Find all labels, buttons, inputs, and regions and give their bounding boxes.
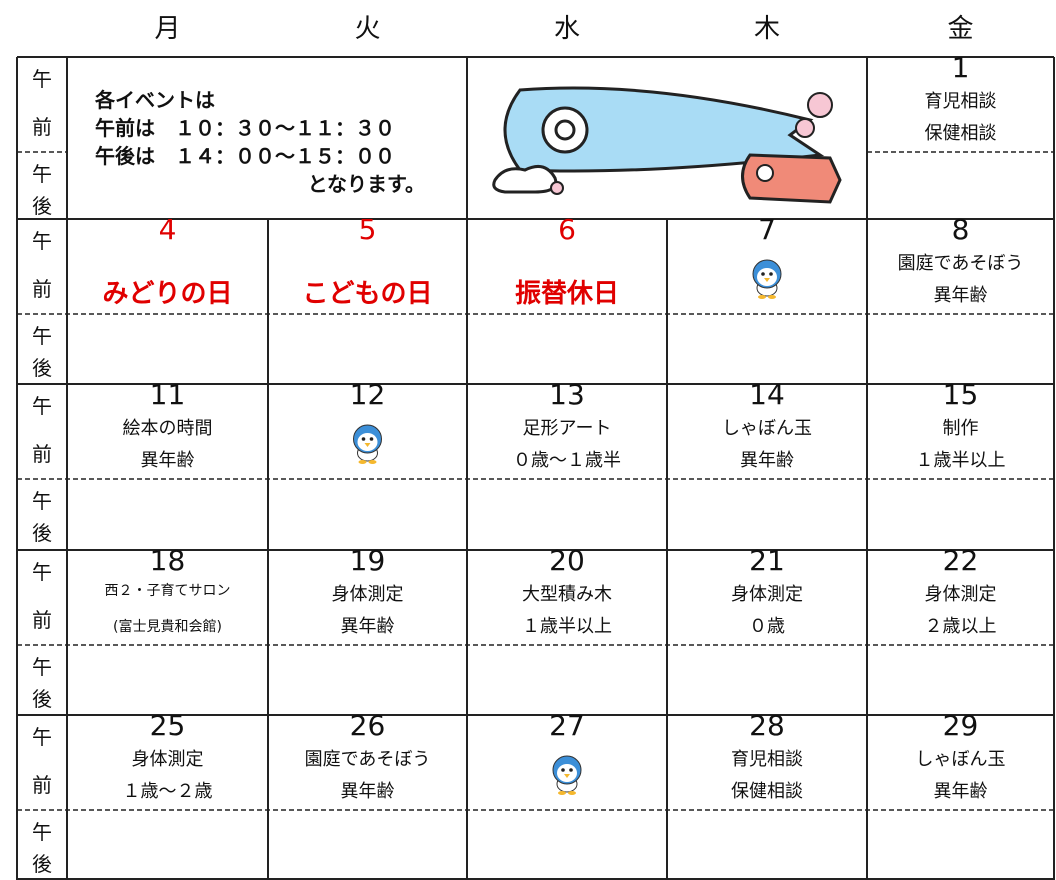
note-line: 午前は １０：３０～１１：３０ <box>95 116 395 140</box>
event-line: (富士見貴和会館) <box>113 619 222 635</box>
holiday-name: 振替休日 <box>514 279 619 309</box>
day-number: 15 <box>942 378 979 411</box>
event-line: しゃぼん玉 <box>915 749 1006 770</box>
note-line: 各イベントは <box>95 88 215 112</box>
day-number: 1 <box>951 51 970 84</box>
event-line: 異年齢 <box>140 450 195 471</box>
am-label: 前 <box>32 773 52 797</box>
event-line: 制作 <box>942 418 979 439</box>
event-line: １歳半以上 <box>915 450 1006 471</box>
event-line: 大型積み木 <box>522 584 612 605</box>
event-line: 絵本の時間 <box>122 418 213 439</box>
day-number: 22 <box>942 544 979 577</box>
event-line: 育児相談 <box>924 91 997 112</box>
event-line: 身体測定 <box>924 584 997 605</box>
event-line: 保健相談 <box>731 781 803 802</box>
holiday-name: こどもの日 <box>302 279 433 309</box>
pm-label: 後 <box>32 687 52 711</box>
day-header: 金 <box>947 14 974 44</box>
pm-label: 午 <box>32 324 52 348</box>
day-number: 20 <box>549 544 585 577</box>
day-header: 水 <box>553 14 580 44</box>
event-line: 足形アート <box>522 418 612 439</box>
event-line: ２歳以上 <box>924 616 997 637</box>
event-line: 身体測定 <box>331 584 404 605</box>
day-number: 13 <box>549 378 585 411</box>
day-number: 7 <box>758 213 776 246</box>
am-label: 前 <box>32 277 52 301</box>
am-label: 午 <box>32 725 52 749</box>
am-label: 午 <box>32 67 52 91</box>
pm-label: 午 <box>32 489 52 513</box>
mascot <box>552 755 582 795</box>
note-line: となります。 <box>307 172 425 196</box>
event-line: ０歳 <box>749 616 785 637</box>
mascot <box>752 259 782 299</box>
day-number: 12 <box>349 378 386 411</box>
day-number: 18 <box>149 544 186 577</box>
am-label: 午 <box>32 229 52 253</box>
am-label: 前 <box>32 115 52 139</box>
day-number: 25 <box>149 709 186 742</box>
day-number: 14 <box>749 378 785 411</box>
am-label: 前 <box>32 442 52 466</box>
event-line: 異年齢 <box>933 285 988 306</box>
holiday-name: みどりの日 <box>102 279 233 309</box>
event-line: 育児相談 <box>731 749 803 770</box>
note-line: 午後は １４：００～１５：００ <box>95 144 395 168</box>
koinobori <box>492 86 842 204</box>
event-line: ０歳～１歳半 <box>513 450 621 471</box>
day-number: 8 <box>951 213 970 246</box>
pm-label: 後 <box>32 194 52 218</box>
pm-label: 午 <box>32 655 52 679</box>
event-line: しゃぼん玉 <box>722 418 812 439</box>
day-number: 19 <box>349 544 386 577</box>
day-header: 月 <box>154 14 181 44</box>
event-line: 異年齢 <box>340 781 395 802</box>
event-line: 西２・子育てサロン <box>104 583 231 599</box>
event-line: 異年齢 <box>340 616 395 637</box>
event-line: 保健相談 <box>924 123 997 144</box>
day-number: 5 <box>358 213 377 246</box>
pm-label: 後 <box>32 356 52 380</box>
day-number: 28 <box>749 709 785 742</box>
day-number: 29 <box>942 709 979 742</box>
event-line: 身体測定 <box>131 749 204 770</box>
event-line: 異年齢 <box>933 781 988 802</box>
day-number: 26 <box>349 709 386 742</box>
day-number: 6 <box>558 213 576 246</box>
mascot <box>353 424 382 464</box>
event-line: １歳～２歳 <box>122 781 213 802</box>
am-label: 午 <box>32 394 52 418</box>
event-line: 園庭であそぼう <box>897 253 1024 274</box>
pm-label: 午 <box>32 820 52 844</box>
day-header: 火 <box>354 14 381 44</box>
event-line: 身体測定 <box>731 584 803 605</box>
day-number: 11 <box>149 378 186 411</box>
day-number: 21 <box>749 544 785 577</box>
event-line: １歳半以上 <box>522 616 612 637</box>
am-label: 午 <box>32 560 52 584</box>
pm-label: 後 <box>32 521 52 545</box>
am-label: 前 <box>32 608 52 632</box>
event-line: 園庭であそぼう <box>304 749 431 770</box>
event-line: 異年齢 <box>740 450 794 471</box>
pm-label: 午 <box>32 162 52 186</box>
day-number: 27 <box>549 709 585 742</box>
day-number: 4 <box>158 213 177 246</box>
pm-label: 後 <box>32 852 52 876</box>
day-header: 木 <box>753 14 780 44</box>
